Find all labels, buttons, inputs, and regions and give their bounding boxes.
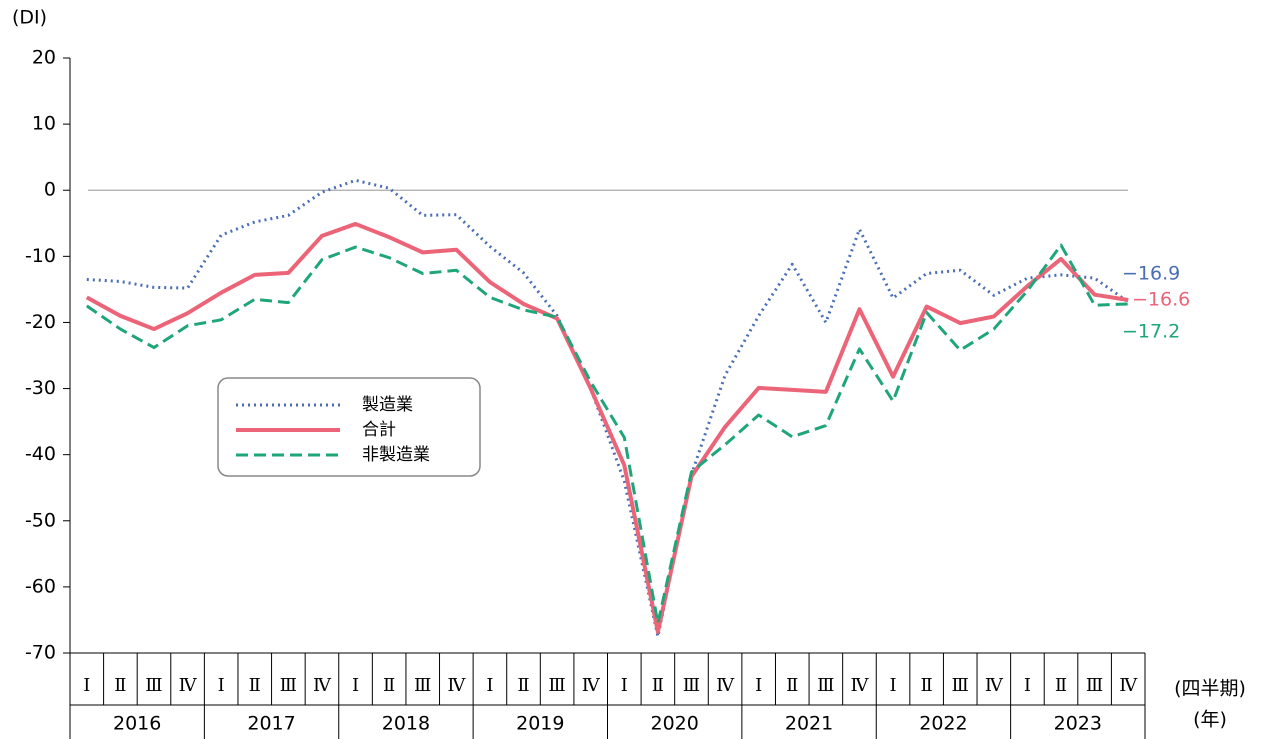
x-tick-label: Ⅳ: [179, 675, 198, 696]
x-tick-label: Ⅳ: [716, 675, 735, 696]
year-label: 2020: [651, 713, 699, 735]
x-tick-label: Ⅰ: [352, 675, 359, 696]
x-axis-label: (四半期): [1174, 678, 1246, 700]
y-tick-label: -50: [25, 509, 56, 531]
year-label: 2018: [382, 713, 430, 735]
x-tick-label: Ⅲ: [1086, 675, 1103, 696]
year-label: 2021: [785, 713, 833, 735]
x-tick-label: Ⅲ: [952, 675, 969, 696]
end-label: −16.9: [1122, 262, 1180, 284]
y-tick-label: -70: [25, 642, 56, 664]
x-tick-label: Ⅰ: [218, 675, 225, 696]
y-tick-label: -40: [25, 443, 56, 465]
x-tick-label: Ⅳ: [447, 675, 466, 696]
y-tick-label: -60: [25, 575, 56, 597]
legend-label: 製造業: [362, 395, 413, 415]
x-tick-label: Ⅱ: [1055, 675, 1067, 696]
x-tick-label: Ⅰ: [83, 675, 90, 696]
y-tick-label: -10: [25, 245, 56, 267]
x-tick-label: Ⅱ: [921, 675, 933, 696]
year-label: 2016: [113, 713, 161, 735]
x-tick-label: Ⅲ: [548, 675, 565, 696]
series-line: [85, 221, 1129, 634]
x-tick-label: Ⅲ: [414, 675, 431, 696]
y-tick-label: 20: [32, 47, 56, 69]
x-tick-label: Ⅰ: [486, 675, 493, 696]
x-tick-label: Ⅲ: [683, 675, 700, 696]
x-tick-label: Ⅳ: [850, 675, 869, 696]
x-tick-label: Ⅳ: [582, 675, 601, 696]
x-tick-label: Ⅱ: [786, 675, 798, 696]
legend-box: [217, 377, 481, 477]
x-tick-label: Ⅳ: [1119, 675, 1138, 696]
x-tick-label: Ⅱ: [383, 675, 395, 696]
x-tick-label: Ⅰ: [1024, 675, 1031, 696]
x-tick-label: Ⅰ: [889, 675, 896, 696]
x-tick-label: Ⅲ: [817, 675, 834, 696]
x-tick-label: Ⅱ: [114, 675, 126, 696]
year-axis-label: (年): [1193, 709, 1227, 731]
year-label: 2022: [919, 713, 967, 735]
x-tick-label: Ⅱ: [249, 675, 261, 696]
end-label: −17.2: [1122, 320, 1180, 342]
y-tick-label: -20: [25, 311, 56, 333]
y-tick-label: -30: [25, 377, 56, 399]
year-label: 2019: [516, 713, 564, 735]
series-line: [86, 178, 1130, 638]
x-tick-label: Ⅱ: [652, 675, 664, 696]
x-tick-label: Ⅰ: [755, 675, 762, 696]
end-label: −16.6: [1132, 288, 1190, 310]
x-tick-label: Ⅲ: [145, 675, 162, 696]
x-tick-label: Ⅱ: [517, 675, 529, 696]
x-tick-label: Ⅲ: [280, 675, 297, 696]
x-tick-label: Ⅳ: [313, 675, 332, 696]
y-axis-unit: (DI): [12, 7, 47, 29]
legend-label: 合計: [362, 420, 396, 440]
y-tick-label: 0: [44, 179, 56, 201]
year-label: 2023: [1054, 713, 1102, 735]
series-line: [85, 243, 1129, 625]
x-tick-label: Ⅰ: [621, 675, 628, 696]
y-tick-label: 10: [32, 113, 56, 135]
x-tick-label: Ⅳ: [985, 675, 1004, 696]
legend-label: 非製造業: [362, 445, 430, 465]
year-label: 2017: [247, 713, 295, 735]
